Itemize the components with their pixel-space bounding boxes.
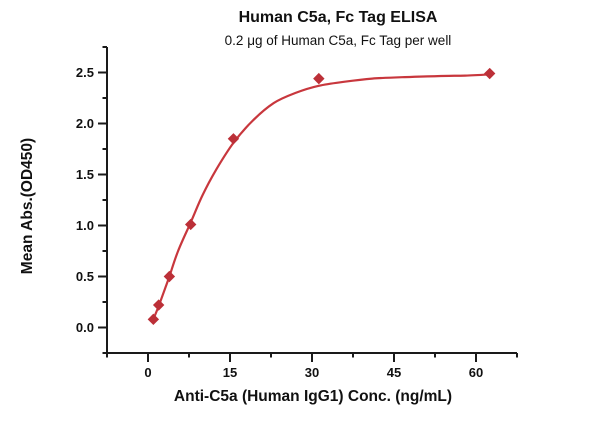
y-tick-label: 0.0 [76,320,94,335]
x-axis-title: Anti-C5a (Human IgG1) Conc. (ng/mL) [173,388,453,405]
y-tick-label: 2.5 [76,65,94,80]
data-point [184,218,197,231]
data-point [152,299,165,311]
axis-line [106,47,517,354]
data-point [227,133,240,145]
data-point [313,72,325,85]
y-tick-label: 1.5 [76,167,94,182]
x-tick-label: 45 [387,365,401,380]
data-point [483,67,496,80]
chart-subtitle: 0.2 μg of Human C5a, Fc Tag per well [224,33,452,48]
x-tick-label: 0 [144,365,151,380]
fit-curve [152,73,491,321]
data-point [147,313,160,326]
data-point [163,270,176,283]
x-tick-label: 30 [305,365,319,380]
chart-title: Human C5a, Fc Tag ELISA [238,9,438,26]
y-tick-label: 2.0 [76,116,94,131]
y-tick-label: 1.0 [76,218,94,233]
y-tick-label: 0.5 [76,269,94,284]
x-tick-label: 60 [469,365,483,380]
x-tick-label: 15 [223,365,237,380]
